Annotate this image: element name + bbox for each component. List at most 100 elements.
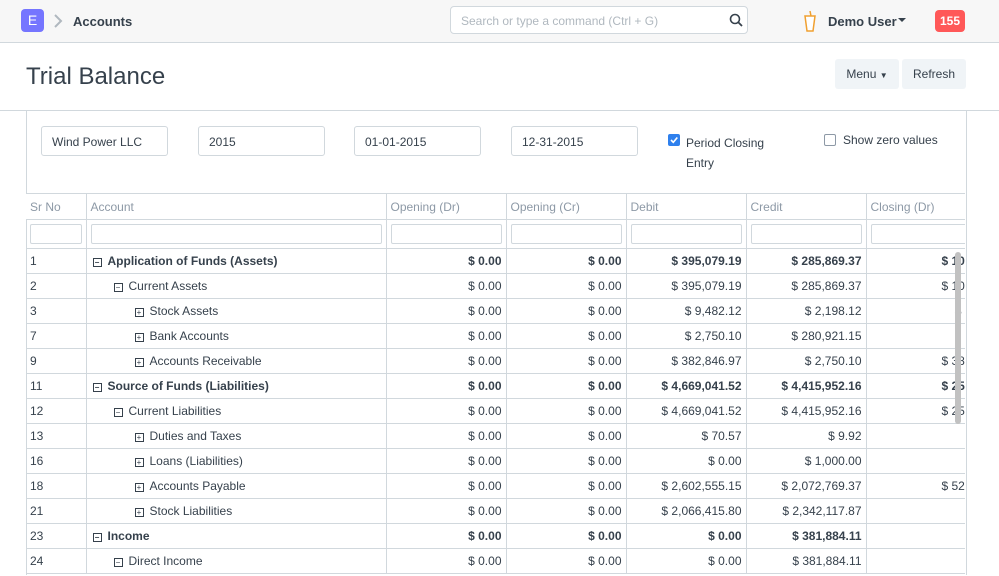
user-menu[interactable]: Demo User xyxy=(828,14,897,29)
checkbox-label: Show zero values xyxy=(843,133,938,147)
tree-toggle[interactable]: + xyxy=(135,308,144,317)
column-header: Debit xyxy=(626,194,746,220)
account-name: Stock Liabilities xyxy=(150,504,233,518)
to-date-filter[interactable]: 12-31-2015 xyxy=(511,126,638,156)
cell: $ 0.00 xyxy=(506,324,626,349)
cell: $ 0.00 xyxy=(386,524,506,549)
cell: −Current Assets xyxy=(86,274,386,299)
data-row: 2−Current Assets$ 0.00$ 0.00$ 395,079.19… xyxy=(26,274,965,299)
data-row: 11−Source of Funds (Liabilities)$ 0.00$ … xyxy=(26,374,965,399)
cell: $ 109,2 xyxy=(866,274,965,299)
cell: $ xyxy=(866,424,965,449)
cell: $ 0.00 xyxy=(506,474,626,499)
cell: 16 xyxy=(26,449,86,474)
checkbox-label: Period Closing Entry xyxy=(686,133,776,173)
cell: $ 381,884.11 xyxy=(746,549,866,574)
cell: $ 0.00 xyxy=(386,324,506,349)
menu-button[interactable]: Menu ▼ xyxy=(835,59,899,89)
column-filter[interactable] xyxy=(91,224,382,244)
cell: $ 0.00 xyxy=(386,349,506,374)
cell: $ 7,2 xyxy=(866,299,965,324)
cell: −Application of Funds (Assets) xyxy=(86,249,386,274)
cell: $ xyxy=(866,524,965,549)
scrollbar[interactable] xyxy=(955,252,961,424)
tree-toggle[interactable]: + xyxy=(135,458,144,467)
cell: $ 2,066,415.80 xyxy=(626,499,746,524)
cell: $ 4,415,952.16 xyxy=(746,399,866,424)
tree-toggle[interactable]: + xyxy=(135,333,144,342)
tree-toggle[interactable]: + xyxy=(135,358,144,367)
account-name: Application of Funds (Assets) xyxy=(108,254,278,268)
cell: $ 395,079.19 xyxy=(626,249,746,274)
cell: $ 0.00 xyxy=(506,449,626,474)
tree-toggle[interactable]: + xyxy=(135,433,144,442)
tree-toggle[interactable]: − xyxy=(114,408,123,417)
tree-toggle[interactable]: − xyxy=(93,533,102,542)
cell: $ 2,198.12 xyxy=(746,299,866,324)
cell: $ 109,2 xyxy=(866,249,965,274)
cell: $ xyxy=(866,499,965,524)
cell: $ 285,869.37 xyxy=(746,274,866,299)
cell: 24 xyxy=(26,549,86,574)
cell: $ 4,669,041.52 xyxy=(626,374,746,399)
data-row: 24−Direct Income$ 0.00$ 0.00$ 0.00$ 381,… xyxy=(26,549,965,574)
account-name: Bank Accounts xyxy=(150,329,229,343)
refresh-button[interactable]: Refresh xyxy=(902,59,966,89)
checkbox[interactable] xyxy=(824,134,836,146)
column-header: Closing (Dr) xyxy=(866,194,965,220)
fiscal-year-filter[interactable]: 2015 xyxy=(198,126,325,156)
checkbox[interactable] xyxy=(668,134,680,146)
tree-toggle[interactable]: − xyxy=(114,283,123,292)
tree-toggle[interactable]: + xyxy=(135,508,144,517)
header-row: Sr NoAccountOpening (Dr)Opening (Cr)Debi… xyxy=(26,194,965,220)
cell: $ 529,7 xyxy=(866,474,965,499)
account-name: Stock Assets xyxy=(150,304,219,318)
from-date-filter[interactable]: 01-01-2015 xyxy=(354,126,481,156)
column-filter[interactable] xyxy=(391,224,502,244)
cell: 11 xyxy=(26,374,86,399)
cell: $ 253,0 xyxy=(866,374,965,399)
search-box[interactable]: Search or type a command (Ctrl + G) xyxy=(450,6,748,34)
data-row: 9+Accounts Receivable$ 0.00$ 0.00$ 382,8… xyxy=(26,349,965,374)
cell: $ 0.00 xyxy=(386,299,506,324)
column-filter[interactable] xyxy=(871,224,966,244)
cell: $ 285,869.37 xyxy=(746,249,866,274)
filter-cell xyxy=(866,220,965,249)
data-row: 7+Bank Accounts$ 0.00$ 0.00$ 2,750.10$ 2… xyxy=(26,324,965,349)
logo[interactable]: E xyxy=(21,9,44,32)
cell: +Accounts Receivable xyxy=(86,349,386,374)
cell: $ 2,072,769.37 xyxy=(746,474,866,499)
account-name: Source of Funds (Liabilities) xyxy=(108,379,269,393)
column-filter[interactable] xyxy=(751,224,862,244)
cell: $ 9.92 xyxy=(746,424,866,449)
account-name: Current Assets xyxy=(129,279,208,293)
cell: $ 2,750.10 xyxy=(626,324,746,349)
cell: $ 0.00 xyxy=(626,549,746,574)
tree-toggle[interactable]: − xyxy=(93,383,102,392)
data-row: 21+Stock Liabilities$ 0.00$ 0.00$ 2,066,… xyxy=(26,499,965,524)
account-name: Accounts Payable xyxy=(150,479,246,493)
tree-toggle[interactable]: − xyxy=(114,558,123,567)
cell: + Stock Liabilities xyxy=(86,499,386,524)
data-row: 18+Accounts Payable$ 0.00$ 0.00$ 2,602,5… xyxy=(26,474,965,499)
company-filter[interactable]: Wind Power LLC xyxy=(41,126,168,156)
breadcrumb[interactable]: Accounts xyxy=(73,14,132,29)
notification-count[interactable]: 155 xyxy=(935,10,965,32)
data-row: 1−Application of Funds (Assets)$ 0.00$ 0… xyxy=(26,249,965,274)
tree-toggle[interactable]: − xyxy=(93,258,102,267)
column-filter[interactable] xyxy=(30,224,82,244)
column-filter[interactable] xyxy=(631,224,742,244)
cell: 21 xyxy=(26,499,86,524)
cell: $ 1,000.00 xyxy=(746,449,866,474)
account-name: Income xyxy=(108,529,150,543)
cell: 9 xyxy=(26,349,86,374)
cell: $ 4,415,952.16 xyxy=(746,374,866,399)
cell: −Current Liabilities xyxy=(86,399,386,424)
tree-toggle[interactable]: + xyxy=(135,483,144,492)
cell: $ 0.00 xyxy=(626,524,746,549)
cell: $ 0.00 xyxy=(386,474,506,499)
column-filter[interactable] xyxy=(511,224,622,244)
cell: 12 xyxy=(26,399,86,424)
cell: 23 xyxy=(26,524,86,549)
column-header: Opening (Cr) xyxy=(506,194,626,220)
